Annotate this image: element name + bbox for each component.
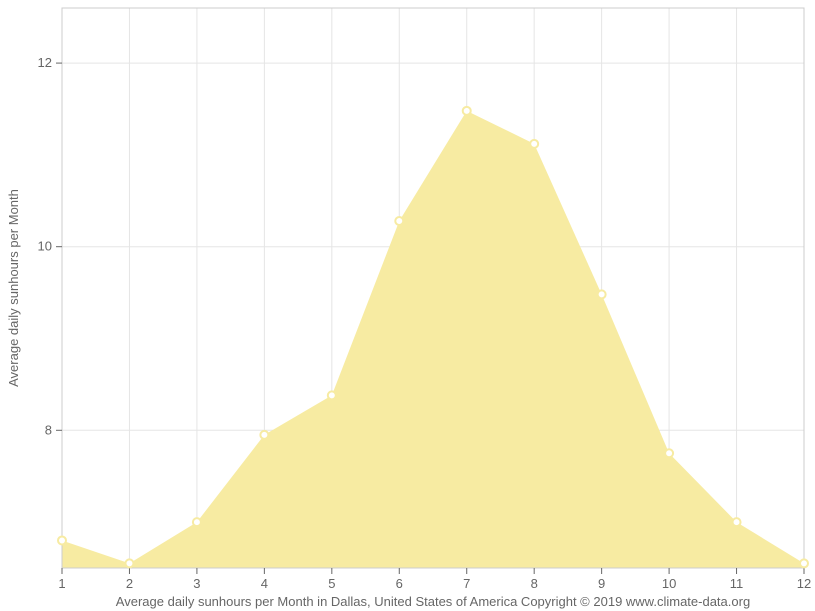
x-tick-label: 7 [463, 576, 470, 591]
x-tick-label: 4 [261, 576, 268, 591]
data-marker [665, 449, 673, 457]
y-tick-label: 10 [38, 239, 52, 254]
data-marker [598, 290, 606, 298]
x-tick-label: 11 [730, 576, 744, 591]
data-marker [328, 391, 336, 399]
x-tick-label: 2 [126, 576, 133, 591]
data-marker [530, 140, 538, 148]
sunhours-chart: 81012123456789101112Average daily sunhou… [0, 0, 815, 611]
y-axis-label: Average daily sunhours per Month [6, 189, 21, 387]
data-marker [260, 431, 268, 439]
y-tick-label: 8 [45, 422, 52, 437]
x-tick-label: 9 [598, 576, 605, 591]
chart-caption: Average daily sunhours per Month in Dall… [116, 594, 750, 609]
data-marker [58, 536, 66, 544]
x-tick-label: 12 [797, 576, 811, 591]
x-tick-label: 6 [396, 576, 403, 591]
data-marker [125, 559, 133, 567]
data-marker [193, 518, 201, 526]
x-tick-label: 5 [328, 576, 335, 591]
x-tick-label: 10 [662, 576, 676, 591]
data-marker [733, 518, 741, 526]
data-marker [800, 559, 808, 567]
chart-svg: 81012123456789101112Average daily sunhou… [0, 0, 815, 611]
data-marker [463, 107, 471, 115]
x-tick-label: 1 [58, 576, 65, 591]
y-tick-label: 12 [38, 55, 52, 70]
x-tick-label: 3 [193, 576, 200, 591]
data-marker [395, 217, 403, 225]
x-tick-label: 8 [531, 576, 538, 591]
